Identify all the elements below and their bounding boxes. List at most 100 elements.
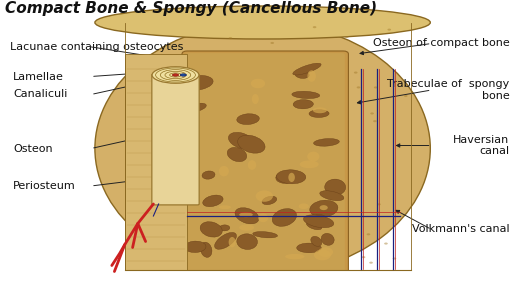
Ellipse shape [370,112,374,115]
Ellipse shape [293,63,321,75]
Ellipse shape [369,262,373,264]
Ellipse shape [200,242,212,257]
Ellipse shape [320,205,328,210]
Ellipse shape [320,191,344,201]
Ellipse shape [307,70,316,82]
Ellipse shape [362,256,366,258]
Ellipse shape [324,179,346,195]
Ellipse shape [377,203,381,206]
Ellipse shape [314,250,331,260]
Text: Trabeculae of  spongy
bone: Trabeculae of spongy bone [387,79,510,101]
Ellipse shape [181,262,185,264]
Ellipse shape [258,213,268,222]
Ellipse shape [318,247,333,257]
Ellipse shape [277,170,306,184]
Ellipse shape [237,114,259,124]
Ellipse shape [276,172,295,183]
Ellipse shape [215,232,237,249]
Ellipse shape [289,173,295,182]
Ellipse shape [229,37,232,39]
Ellipse shape [384,242,388,244]
Ellipse shape [248,160,256,170]
Ellipse shape [200,222,222,237]
Ellipse shape [270,42,274,44]
Ellipse shape [202,171,215,179]
Ellipse shape [272,208,296,226]
Ellipse shape [298,203,309,209]
Ellipse shape [180,74,186,76]
Ellipse shape [228,132,254,149]
Text: Volkmann's canal: Volkmann's canal [412,224,510,235]
Ellipse shape [311,236,322,246]
Text: Canaliculi: Canaliculi [13,89,68,100]
Ellipse shape [237,234,257,250]
Ellipse shape [95,6,431,39]
Ellipse shape [203,195,223,207]
Ellipse shape [173,144,176,146]
Ellipse shape [393,257,396,260]
Ellipse shape [181,75,213,90]
Ellipse shape [239,224,254,231]
Ellipse shape [313,107,327,113]
Ellipse shape [95,22,431,274]
Text: Osteon: Osteon [13,143,53,154]
Ellipse shape [300,160,319,168]
Ellipse shape [176,183,180,185]
FancyBboxPatch shape [152,74,199,205]
Ellipse shape [235,208,259,224]
Text: Lamellae: Lamellae [13,71,64,82]
Ellipse shape [314,214,326,220]
Ellipse shape [387,28,391,31]
Ellipse shape [141,100,145,103]
Ellipse shape [297,243,321,253]
Ellipse shape [354,71,358,74]
Ellipse shape [131,130,135,132]
Ellipse shape [256,190,273,202]
Ellipse shape [285,254,304,259]
Ellipse shape [345,36,348,38]
Text: Haversian
canal: Haversian canal [453,135,510,156]
Ellipse shape [367,233,370,236]
Ellipse shape [292,91,320,98]
Ellipse shape [218,205,231,209]
Ellipse shape [314,139,340,146]
Ellipse shape [313,26,316,28]
Ellipse shape [306,221,322,230]
Text: Compact Bone & Spongy (Cancellous Bone): Compact Bone & Spongy (Cancellous Bone) [5,2,378,16]
Text: Lacunae containing osteocytes: Lacunae containing osteocytes [10,41,184,52]
Ellipse shape [304,215,334,228]
Ellipse shape [295,71,309,78]
Ellipse shape [238,135,265,153]
Ellipse shape [293,100,314,109]
Ellipse shape [164,151,168,153]
Ellipse shape [219,225,230,231]
Text: Osteon of compact bone: Osteon of compact bone [373,38,510,49]
Ellipse shape [310,200,338,217]
Ellipse shape [251,79,265,88]
Ellipse shape [229,237,236,247]
Ellipse shape [262,196,277,205]
Ellipse shape [227,147,246,162]
Ellipse shape [321,233,334,245]
Text: Periosteum: Periosteum [13,181,76,191]
Ellipse shape [145,76,148,78]
FancyBboxPatch shape [186,53,345,271]
Ellipse shape [253,232,278,238]
Ellipse shape [239,212,253,217]
Ellipse shape [136,221,140,223]
Ellipse shape [252,94,259,104]
FancyBboxPatch shape [182,51,348,273]
Ellipse shape [309,110,329,118]
Ellipse shape [357,86,360,88]
Ellipse shape [219,166,229,176]
Ellipse shape [152,67,199,83]
Ellipse shape [404,95,408,97]
Ellipse shape [172,74,179,76]
Ellipse shape [374,86,378,88]
Ellipse shape [307,152,319,161]
FancyBboxPatch shape [94,270,432,300]
Ellipse shape [373,120,376,122]
Ellipse shape [186,103,206,112]
Ellipse shape [185,241,206,253]
FancyBboxPatch shape [125,54,187,270]
